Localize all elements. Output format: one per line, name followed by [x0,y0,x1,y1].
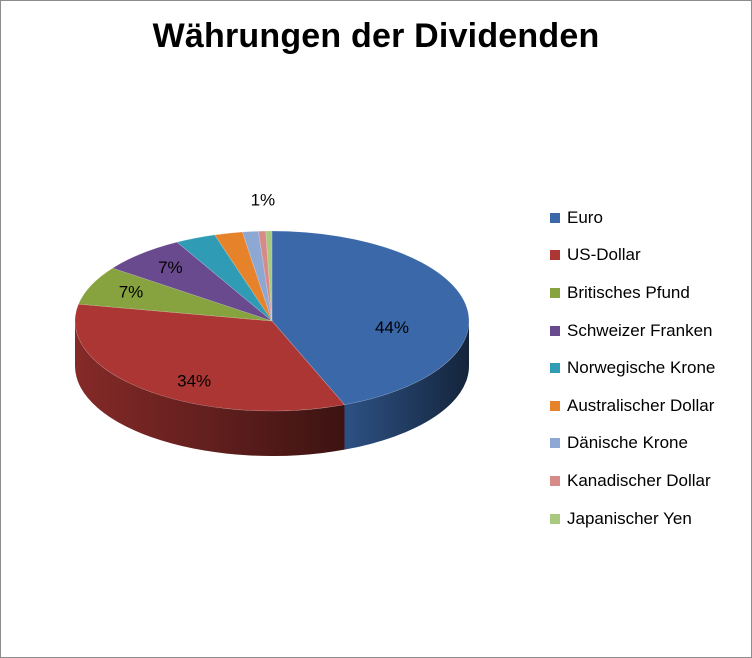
pie-slice-euro [271,230,470,406]
legend-item-norwegische-krone: Norwegische Krone [550,349,715,387]
data-label-us-dollar: 34% [177,371,211,390]
legend-swatch [550,287,560,298]
legend-label: Dänische Krone [567,433,688,453]
pie-slice-japanischer-yen [265,230,273,322]
legend-label: US-Dollar [567,245,641,265]
legend-swatch [550,513,560,524]
legend-swatch [550,212,560,223]
legend-item-euro: Euro [550,199,715,237]
pie-slice-kanadischer-dollar [258,230,273,322]
legend-label: Euro [567,207,603,227]
pie-slice-daenische-krone [241,230,273,322]
legend-label: Schweizer Franken [567,320,713,340]
legend-item-kanadischer-dollar: Kanadischer Dollar [550,462,715,500]
pie-slice-britisches-pfund [78,267,273,322]
data-label-japanischer-yen: 1% [251,190,276,209]
legend-swatch [550,438,560,449]
legend-item-australischer-dollar: Australischer Dollar [550,387,715,425]
legend-swatch [550,475,560,486]
legend-label: Japanischer Yen [567,508,692,528]
data-label-britisches-pfund: 7% [119,283,144,302]
pie-slice-schweizer-franken [111,241,273,322]
legend-label: Kanadischer Dollar [567,470,711,490]
legend-item-britisches-pfund: Britisches Pfund [550,274,715,312]
pie-side-us-dollar [75,321,345,456]
legend-item-daenische-krone: Dänische Krone [550,425,715,463]
legend-label: Norwegische Krone [567,358,716,378]
pie-slice-australischer-dollar [214,231,273,322]
legend-label: Britisches Pfund [567,282,690,302]
legend-item-us-dollar: US-Dollar [550,237,715,275]
legend-label: Australischer Dollar [567,395,715,415]
data-label-schweizer-franken: 7% [158,258,183,277]
legend-swatch [550,250,560,261]
legend-swatch [550,363,560,374]
pie-side-euro [344,321,469,450]
legend-swatch [550,400,560,411]
legend-item-schweizer-franken: Schweizer Franken [550,312,715,350]
chart-title: Währungen der Dividenden [152,17,600,55]
pie-slice-norwegische-krone [176,234,273,322]
legend-swatch [550,325,560,336]
legend: Euro US-Dollar Britisches Pfund Schweizer F… [550,199,715,537]
legend-item-japanischer-yen: Japanischer Yen [550,500,715,538]
pie-slice-us-dollar [74,303,346,412]
data-label-euro: 44% [375,318,409,337]
